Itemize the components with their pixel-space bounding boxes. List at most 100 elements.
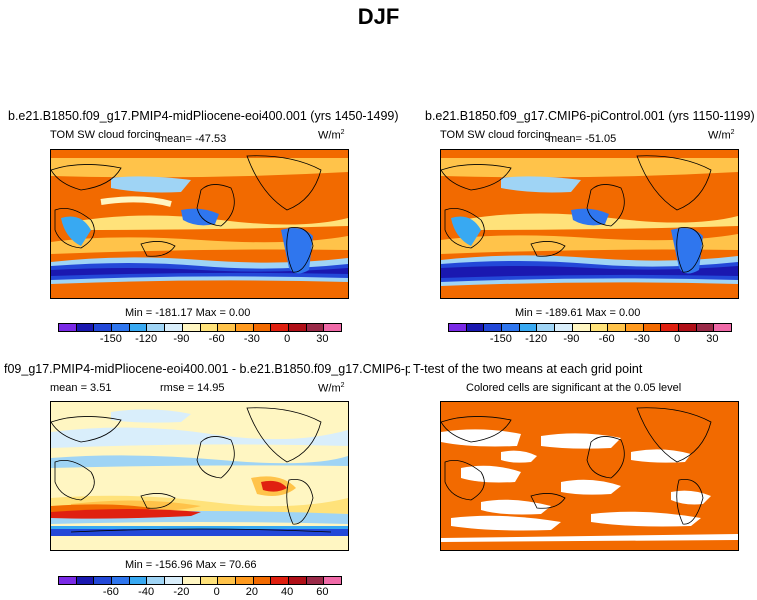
colorbar-swatch: [76, 324, 95, 331]
colorbar-tick-label: 30: [706, 333, 719, 345]
panel-b-colorbar-ticks: -150 -120 -90 -60 -30 0 30: [448, 333, 730, 347]
colorbar-swatch: [253, 577, 272, 584]
colorbar-swatch: [200, 324, 219, 331]
colorbar-swatch: [590, 324, 609, 331]
colorbar-tick-label: -60: [208, 333, 225, 345]
colorbar-swatch: [182, 324, 201, 331]
colorbar-swatch: [218, 324, 236, 331]
colorbar-swatch: [555, 324, 573, 331]
colorbar-swatch: [678, 324, 697, 331]
colorbar-swatch: [271, 324, 289, 331]
colorbar-tick-label: 60: [316, 586, 329, 598]
colorbar-swatch: [271, 577, 289, 584]
panel-b-title: b.e21.B1850.f09_g17.CMIP6-piControl.001 …: [425, 109, 755, 123]
colorbar-swatch: [625, 324, 644, 331]
colorbar-swatch: [59, 577, 77, 584]
colorbar-swatch: [288, 324, 307, 331]
panel-b-variable: TOM SW cloud forcing: [440, 129, 551, 141]
colorbar-swatch: [537, 324, 556, 331]
colorbar-swatch: [714, 324, 731, 331]
panel-c-mean: mean = 3.51: [50, 382, 112, 394]
colorbar-tick-label: -90: [173, 333, 190, 345]
panel-c-colorbar-ticks: -60 -40 -20 0 20 40 60: [58, 586, 340, 600]
colorbar-swatch: [324, 324, 341, 331]
colorbar-swatch: [466, 324, 485, 331]
page-title: DJF: [357, 4, 400, 29]
colorbar-tick-label: -30: [243, 333, 260, 345]
panel-d-map: [440, 401, 739, 551]
panel-c-units: W/m2: [318, 382, 345, 395]
colorbar-tick-label: -150: [99, 333, 122, 345]
colorbar-swatch: [519, 324, 538, 331]
colorbar-tick-label: 40: [281, 586, 294, 598]
colorbar-tick-label: 0: [213, 586, 220, 598]
panel-a-map: [50, 149, 349, 299]
colorbar-tick-label: 20: [245, 586, 258, 598]
colorbar-tick-label: -120: [135, 333, 158, 345]
colorbar-tick-label: -30: [633, 333, 650, 345]
colorbar-swatch: [59, 324, 77, 331]
panel-a-minmax: Min = -181.17 Max = 0.00: [125, 307, 251, 319]
colorbar-swatch: [643, 324, 662, 331]
panel-a-mean: mean= -47.53: [158, 133, 227, 145]
colorbar-swatch: [661, 324, 679, 331]
panel-a-colorbar-ticks: -150 -120 -90 -60 -30 0 30: [58, 333, 340, 347]
panel-b-colorbar: [448, 323, 732, 332]
colorbar-swatch: [129, 324, 148, 331]
panel-d-subtitle: Colored cells are significant at the 0.0…: [466, 382, 682, 394]
colorbar-swatch: [306, 324, 325, 331]
panel-c-rmse: rmse = 14.95: [160, 382, 225, 394]
colorbar-swatch: [502, 324, 520, 331]
colorbar-swatch: [484, 324, 503, 331]
colorbar-swatch: [147, 324, 166, 331]
colorbar-swatch: [572, 324, 591, 331]
colorbar-swatch: [288, 577, 307, 584]
colorbar-swatch: [147, 577, 166, 584]
colorbar-swatch: [112, 577, 130, 584]
panel-b-minmax: Min = -189.61 Max = 0.00: [515, 307, 641, 319]
colorbar-swatch: [94, 324, 113, 331]
panel-b-units: W/m2: [708, 129, 735, 142]
colorbar-swatch: [112, 324, 130, 331]
panel-c-title: f09_g17.PMIP4-midPliocene-eoi400.001 - b…: [4, 362, 410, 376]
colorbar-swatch: [76, 577, 95, 584]
colorbar-swatch: [94, 577, 113, 584]
panel-d-title: T-test of the two means at each grid poi…: [413, 362, 643, 376]
colorbar-tick-label: 0: [674, 333, 681, 345]
panel-b-map: [440, 149, 739, 299]
panel-a-colorbar: [58, 323, 342, 332]
colorbar-swatch: [165, 577, 183, 584]
panel-c-map: [50, 401, 349, 551]
colorbar-tick-label: -120: [525, 333, 548, 345]
panel-b-mean: mean= -51.05: [548, 133, 617, 145]
colorbar-swatch: [306, 577, 325, 584]
colorbar-tick-label: -40: [138, 586, 155, 598]
colorbar-swatch: [129, 577, 148, 584]
panel-b-field: [441, 150, 738, 298]
colorbar-swatch: [235, 324, 254, 331]
colorbar-tick-label: 0: [284, 333, 291, 345]
colorbar-swatch: [218, 577, 236, 584]
colorbar-swatch: [253, 324, 272, 331]
colorbar-tick-label: -150: [489, 333, 512, 345]
colorbar-tick-label: -60: [102, 586, 119, 598]
panel-a-variable: TOM SW cloud forcing: [50, 129, 161, 141]
panel-a-units: W/m2: [318, 129, 345, 142]
colorbar-swatch: [449, 324, 467, 331]
panel-c-field: [51, 402, 348, 550]
colorbar-tick-label: -60: [598, 333, 615, 345]
colorbar-swatch: [696, 324, 715, 331]
colorbar-swatch: [165, 324, 183, 331]
panel-c-minmax: Min = -156.96 Max = 70.66: [125, 559, 257, 571]
colorbar-tick-label: -90: [563, 333, 580, 345]
panel-a-field: [51, 150, 348, 298]
colorbar-swatch: [235, 577, 254, 584]
panel-d-field: [441, 402, 738, 550]
colorbar-swatch: [200, 577, 219, 584]
panel-c-colorbar: [58, 576, 342, 585]
colorbar-swatch: [608, 324, 626, 331]
colorbar-swatch: [182, 577, 201, 584]
colorbar-swatch: [324, 577, 341, 584]
colorbar-tick-label: -20: [173, 586, 190, 598]
colorbar-tick-label: 30: [316, 333, 329, 345]
